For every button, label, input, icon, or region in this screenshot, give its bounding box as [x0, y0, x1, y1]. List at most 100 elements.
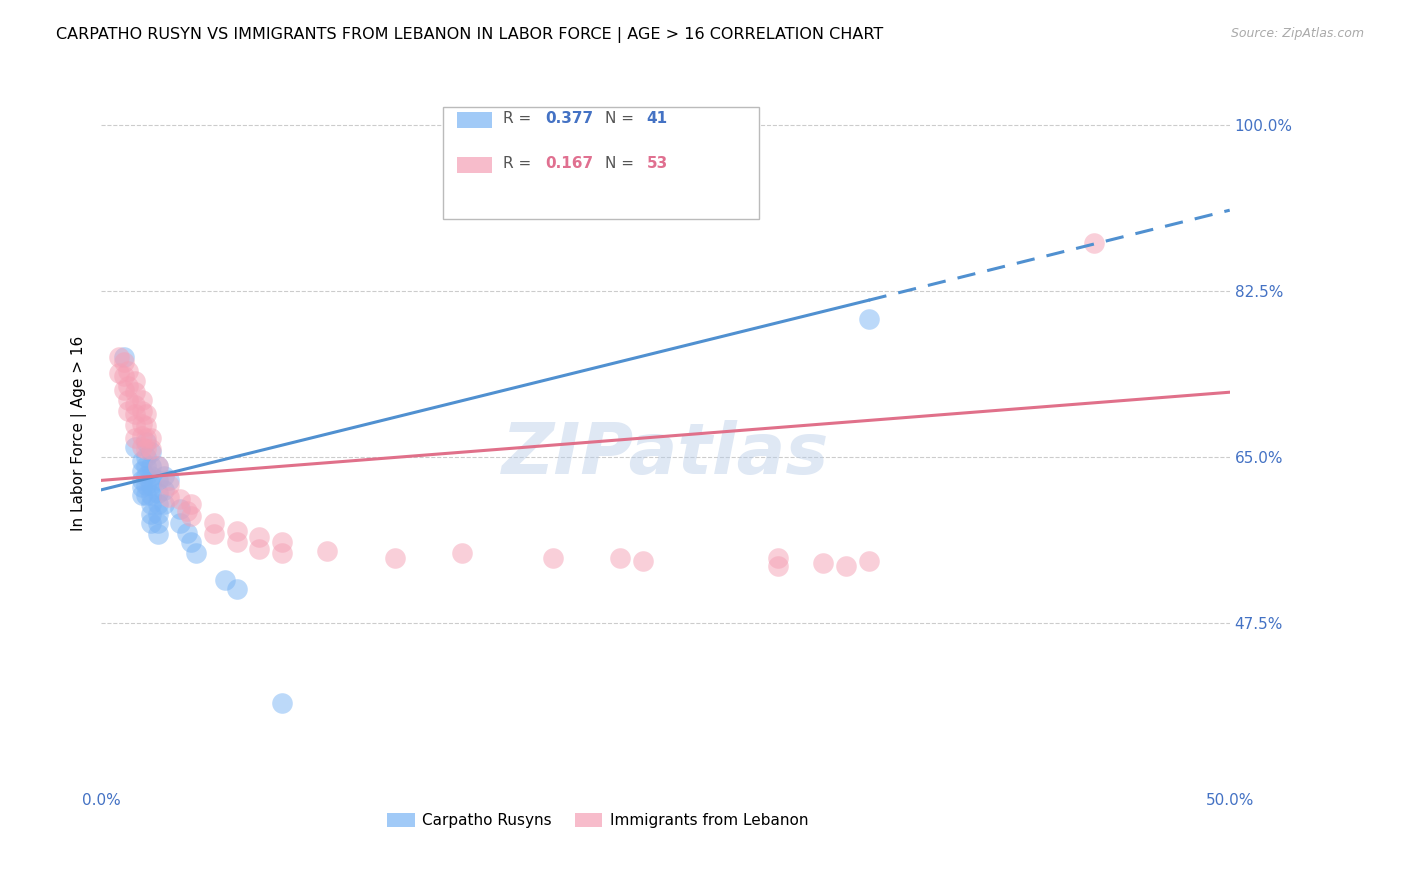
Point: [139, 431, 162, 445]
Legend: Carpatho Rusyns, Immigrants from Lebanon: Carpatho Rusyns, Immigrants from Lebanon: [381, 807, 814, 834]
Point: [124, 407, 146, 421]
Point: [247, 530, 270, 544]
Point: [180, 509, 202, 524]
Point: [135, 419, 157, 434]
Point: [768, 558, 790, 573]
Point: [131, 474, 153, 488]
Point: [146, 485, 169, 500]
Point: [1083, 236, 1105, 251]
Point: [112, 384, 135, 398]
Point: [139, 468, 162, 483]
Point: [184, 546, 207, 560]
Point: [139, 507, 162, 521]
Point: [609, 551, 631, 566]
Text: Source: ZipAtlas.com: Source: ZipAtlas.com: [1230, 27, 1364, 40]
Point: [813, 556, 835, 570]
Point: [124, 385, 146, 400]
Point: [153, 483, 176, 497]
Text: ZIPatlas: ZIPatlas: [502, 420, 830, 489]
Point: [139, 478, 162, 492]
Point: [153, 497, 176, 511]
Point: [135, 478, 157, 492]
Point: [176, 504, 198, 518]
Point: [131, 480, 153, 494]
Point: [169, 492, 191, 507]
Point: [131, 392, 153, 407]
Point: [157, 474, 180, 488]
Point: [139, 442, 162, 456]
Y-axis label: In Labor Force | Age > 16: In Labor Force | Age > 16: [72, 335, 87, 531]
Point: [202, 527, 225, 541]
Point: [124, 398, 146, 412]
Point: [108, 366, 131, 380]
Point: [768, 551, 790, 566]
Point: [146, 459, 169, 474]
Point: [135, 450, 157, 464]
Point: [225, 524, 247, 538]
Point: [131, 464, 153, 478]
Point: [270, 535, 292, 549]
Point: [146, 516, 169, 530]
Point: [139, 459, 162, 474]
Point: [541, 551, 564, 566]
Point: [131, 487, 153, 501]
Point: [146, 459, 169, 474]
Text: R =: R =: [503, 112, 537, 126]
Point: [131, 417, 153, 431]
Point: [315, 544, 337, 558]
Point: [135, 459, 157, 474]
Point: [153, 468, 176, 483]
Text: 0.167: 0.167: [546, 156, 593, 170]
Point: [202, 516, 225, 530]
Point: [146, 497, 169, 511]
Point: [451, 546, 474, 560]
Text: CARPATHO RUSYN VS IMMIGRANTS FROM LEBANON IN LABOR FORCE | AGE > 16 CORRELATION : CARPATHO RUSYN VS IMMIGRANTS FROM LEBANO…: [56, 27, 883, 43]
Point: [124, 431, 146, 445]
Point: [157, 490, 180, 504]
Point: [225, 535, 247, 549]
Point: [270, 696, 292, 710]
Point: [146, 474, 169, 488]
Point: [180, 535, 202, 549]
Point: [117, 364, 139, 378]
Point: [270, 546, 292, 560]
Point: [169, 501, 191, 516]
Point: [112, 350, 135, 364]
Point: [131, 404, 153, 418]
Point: [169, 516, 191, 530]
Point: [135, 468, 157, 483]
Point: [131, 454, 153, 468]
Point: [180, 497, 202, 511]
Point: [112, 369, 135, 384]
Point: [117, 404, 139, 418]
Point: [157, 478, 180, 492]
Point: [139, 445, 162, 459]
Point: [108, 350, 131, 364]
Point: [135, 435, 157, 450]
Point: [139, 497, 162, 511]
Point: [835, 558, 858, 573]
Point: [124, 418, 146, 433]
Point: [146, 527, 169, 541]
Point: [247, 541, 270, 556]
Point: [124, 374, 146, 388]
Point: [139, 487, 162, 501]
Point: [146, 507, 169, 521]
Point: [131, 429, 153, 443]
Point: [117, 392, 139, 407]
Point: [225, 582, 247, 597]
Point: [124, 440, 146, 454]
Point: [631, 554, 654, 568]
Point: [384, 551, 406, 566]
Text: R =: R =: [503, 156, 537, 170]
Text: N =: N =: [605, 112, 638, 126]
Text: 53: 53: [647, 156, 668, 170]
Point: [176, 525, 198, 540]
Point: [135, 407, 157, 421]
Point: [135, 442, 157, 456]
Point: [117, 378, 139, 392]
Point: [131, 440, 153, 454]
Point: [135, 487, 157, 501]
Text: N =: N =: [605, 156, 638, 170]
Point: [139, 516, 162, 530]
